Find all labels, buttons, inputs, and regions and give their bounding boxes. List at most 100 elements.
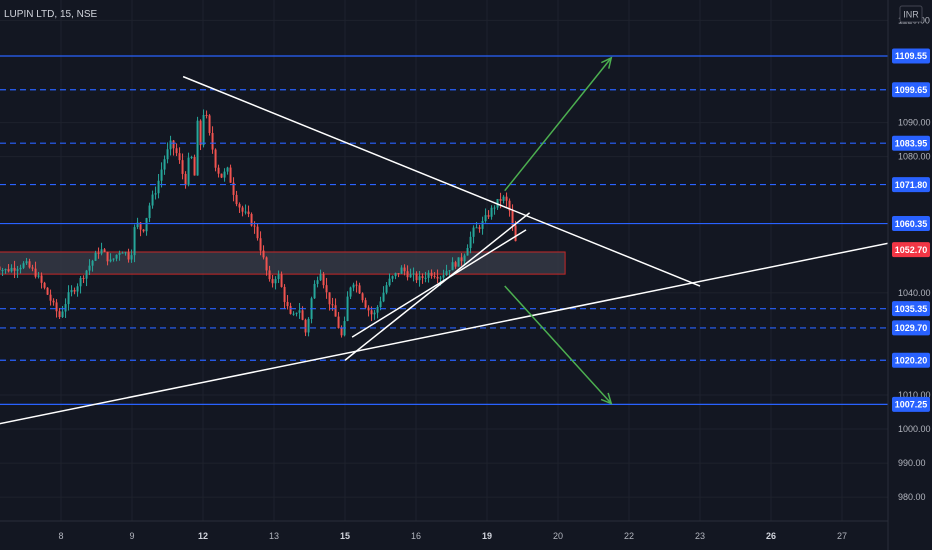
y-tick-label: 1090.00 xyxy=(898,118,931,128)
candle-body xyxy=(277,274,280,280)
candle-body xyxy=(457,257,460,267)
current-price-badge-label: 1052.70 xyxy=(895,245,928,255)
candle-body xyxy=(238,204,241,208)
candle-body xyxy=(406,271,409,278)
candle-body xyxy=(28,261,31,268)
candle-body xyxy=(469,236,472,249)
level-badge-box xyxy=(892,352,930,368)
candle-body xyxy=(421,276,424,278)
support-zone-rect xyxy=(0,251,566,275)
candle-body xyxy=(100,249,103,254)
candle-body xyxy=(325,285,328,293)
candle-body xyxy=(13,267,16,271)
candle-body xyxy=(376,306,379,313)
level-badge-box xyxy=(892,177,930,193)
candle-body xyxy=(370,310,373,315)
candle-body xyxy=(211,132,214,150)
candle-body xyxy=(394,273,397,277)
candle-body xyxy=(451,262,454,271)
candle-body xyxy=(418,276,421,281)
candle-body xyxy=(358,285,361,294)
candle-body xyxy=(388,278,391,286)
candle-body xyxy=(124,252,127,254)
x-tick-label: 9 xyxy=(129,531,134,541)
candle-body xyxy=(250,214,253,226)
candle-body xyxy=(409,274,412,278)
projection-arrow xyxy=(504,57,612,192)
candle-body xyxy=(136,222,139,228)
level-badge-box xyxy=(892,135,930,151)
candle-body xyxy=(493,207,496,209)
zone-layer xyxy=(0,251,566,275)
level-badge-label: 1071.80 xyxy=(895,180,928,190)
candle-body xyxy=(61,311,64,318)
symbol-title: LUPIN LTD, 15, NSE xyxy=(4,9,98,20)
candle-body xyxy=(349,287,352,297)
trendline xyxy=(182,75,701,287)
trendline xyxy=(0,241,896,425)
candle-body xyxy=(46,287,49,295)
level-badge-box xyxy=(892,82,930,98)
candle-body xyxy=(151,194,154,206)
candle-body xyxy=(169,140,172,150)
candle-body xyxy=(163,159,166,170)
candle-body xyxy=(340,328,343,336)
candle-body xyxy=(334,305,337,317)
candle-body xyxy=(49,294,52,301)
candle-body xyxy=(403,267,406,272)
candle-body xyxy=(7,269,10,272)
candle-body xyxy=(79,277,82,287)
candle-body xyxy=(175,148,178,154)
candle-body xyxy=(34,268,37,277)
candle-body xyxy=(430,272,433,276)
x-tick-label: 13 xyxy=(269,531,279,541)
candle-body xyxy=(412,273,415,275)
candle-body xyxy=(133,227,136,256)
currency-box xyxy=(899,5,923,23)
candle-body xyxy=(103,249,106,252)
candle-body xyxy=(181,160,184,174)
candle-body xyxy=(85,270,88,279)
currency-button[interactable]: INR xyxy=(899,5,923,23)
candle-body xyxy=(76,286,79,292)
candle-body xyxy=(265,257,268,271)
candle-body xyxy=(313,283,316,299)
candle-body xyxy=(433,275,436,277)
candle-body xyxy=(226,167,229,172)
candle-body xyxy=(307,318,310,333)
candle-body xyxy=(184,173,187,186)
candle-body xyxy=(142,229,145,232)
level-badge-box xyxy=(892,320,930,336)
level-layer xyxy=(0,55,888,405)
level-badge-label: 1109.55 xyxy=(895,51,927,61)
candle-body xyxy=(259,238,262,251)
candle-body xyxy=(214,149,217,168)
y-tick-label: 990.00 xyxy=(898,458,926,468)
candle-body xyxy=(232,182,235,195)
candle-body xyxy=(157,180,160,194)
candle-body xyxy=(454,262,457,267)
candle-body xyxy=(415,273,418,281)
candle-body xyxy=(1,270,4,272)
level-badge-label: 1029.70 xyxy=(895,323,928,333)
candle-body xyxy=(40,275,43,283)
candle-body xyxy=(193,157,196,176)
candle-body xyxy=(241,207,244,212)
level-badge-box xyxy=(892,301,930,317)
candle-body xyxy=(478,227,481,229)
trend-layer xyxy=(0,56,896,425)
candle-body xyxy=(139,222,142,230)
candle-body xyxy=(508,200,511,211)
candle-body xyxy=(436,276,439,279)
y-tick-label: 980.00 xyxy=(898,492,926,502)
candle-body xyxy=(82,277,85,279)
candle-body xyxy=(196,120,199,176)
candle-body xyxy=(289,306,292,314)
candle-body xyxy=(73,289,76,292)
level-badge-label: 1035.35 xyxy=(895,304,928,314)
candle-body xyxy=(286,301,289,307)
candle-body xyxy=(337,316,340,329)
